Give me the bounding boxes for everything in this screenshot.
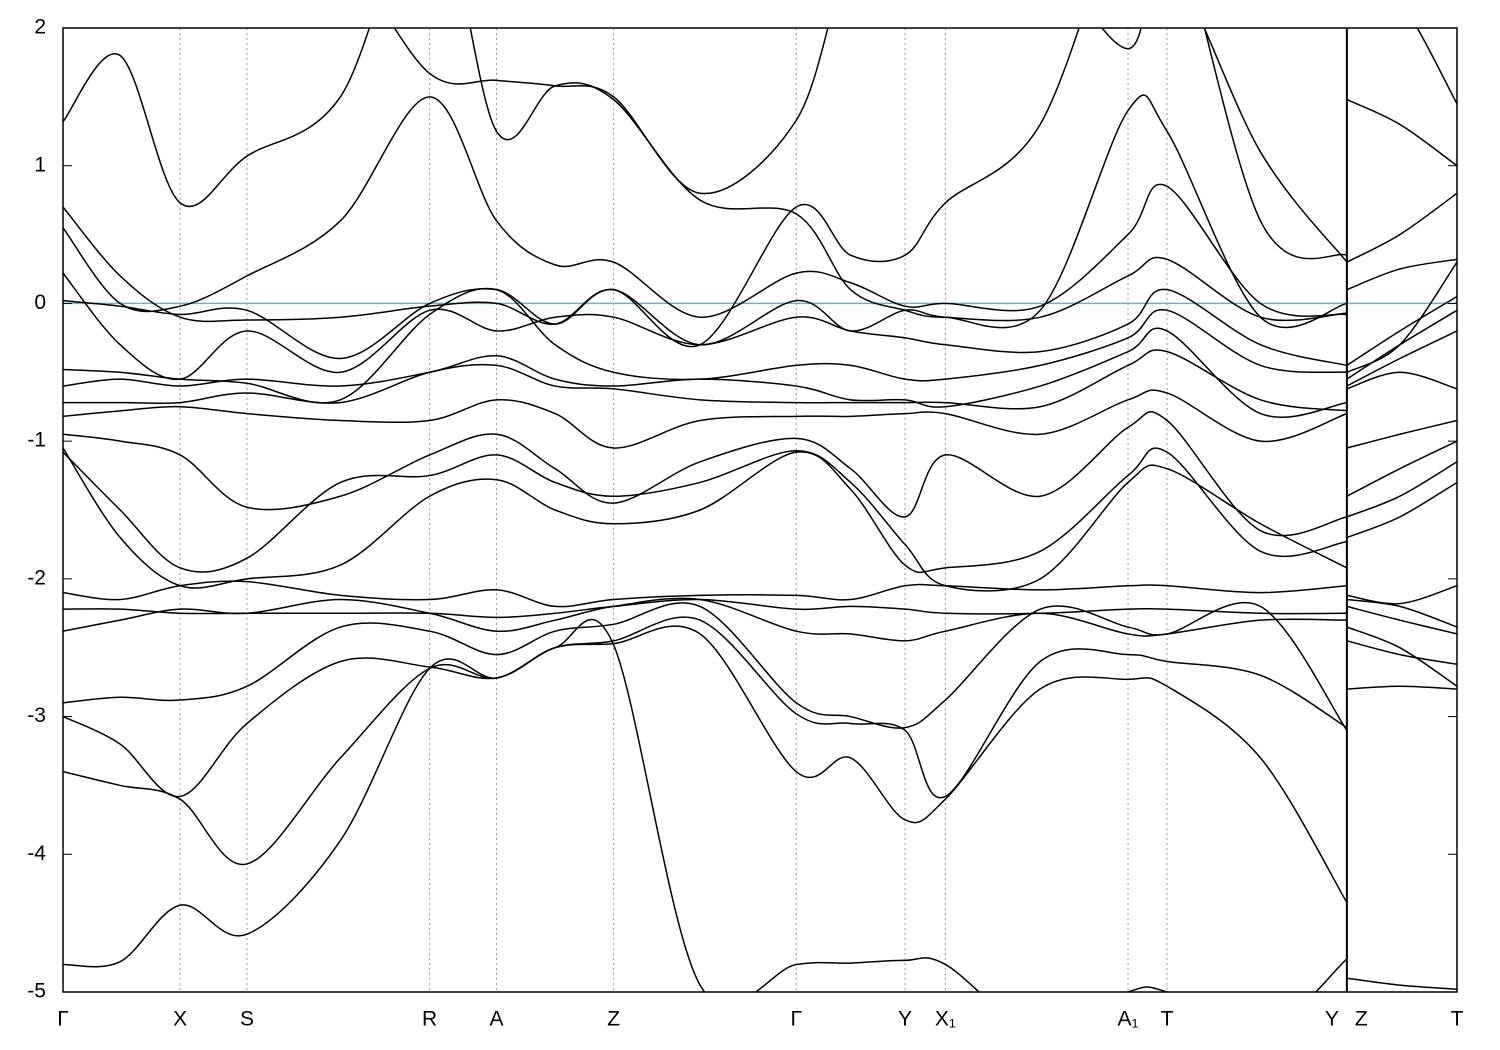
plot-frame (62, 27, 1458, 993)
x-tick-label: T (1161, 1008, 1174, 1031)
band-line (63, 272, 1457, 380)
band-line (63, 96, 1457, 318)
x-tick-label: Z (607, 1008, 620, 1031)
x-tick-label: Γ (790, 1008, 802, 1031)
y-tick-label: -4 (27, 842, 46, 865)
x-tick-label: X₁ (935, 1008, 956, 1031)
grid (179, 28, 1168, 992)
band-line (63, 447, 1457, 589)
band-line (63, 625, 1457, 903)
x-tick-label: Y (1325, 1008, 1339, 1031)
band-line (63, 349, 1457, 412)
x-tick-label: R (422, 1008, 437, 1031)
band-line (63, 327, 1457, 418)
band-line (63, 28, 1457, 348)
y-tick-label: -1 (27, 429, 46, 452)
y-tick-label: 2 (34, 16, 46, 39)
x-tick-label: Z (1355, 1008, 1368, 1031)
y-tick-label: -2 (27, 566, 46, 589)
band-line (63, 598, 1457, 628)
band-line (63, 287, 1457, 404)
y-tick-label: -3 (27, 704, 46, 727)
x-tick-label: T (1451, 1008, 1464, 1031)
band-line (63, 580, 1457, 608)
bands (63, 28, 1457, 992)
x-tick-label: S (240, 1008, 254, 1031)
band-line (63, 450, 1457, 592)
y-tick-label: 0 (34, 291, 46, 314)
y-tick-label: -5 (27, 980, 46, 1003)
y-tick-label: 1 (34, 153, 46, 176)
band-line (63, 256, 1457, 373)
band-line (63, 618, 1457, 992)
x-tick-label: Y (898, 1008, 912, 1031)
band-line (63, 616, 1457, 799)
band-line (63, 411, 1457, 537)
x-tick-label: X (173, 1008, 187, 1031)
x-tick-label: A₁ (1117, 1008, 1138, 1031)
x-tick-label: A (490, 1008, 504, 1031)
band-line (63, 601, 1457, 731)
band-line (393, 28, 1457, 263)
x-tick-label: Γ (57, 1008, 69, 1031)
band-line (63, 389, 1457, 449)
